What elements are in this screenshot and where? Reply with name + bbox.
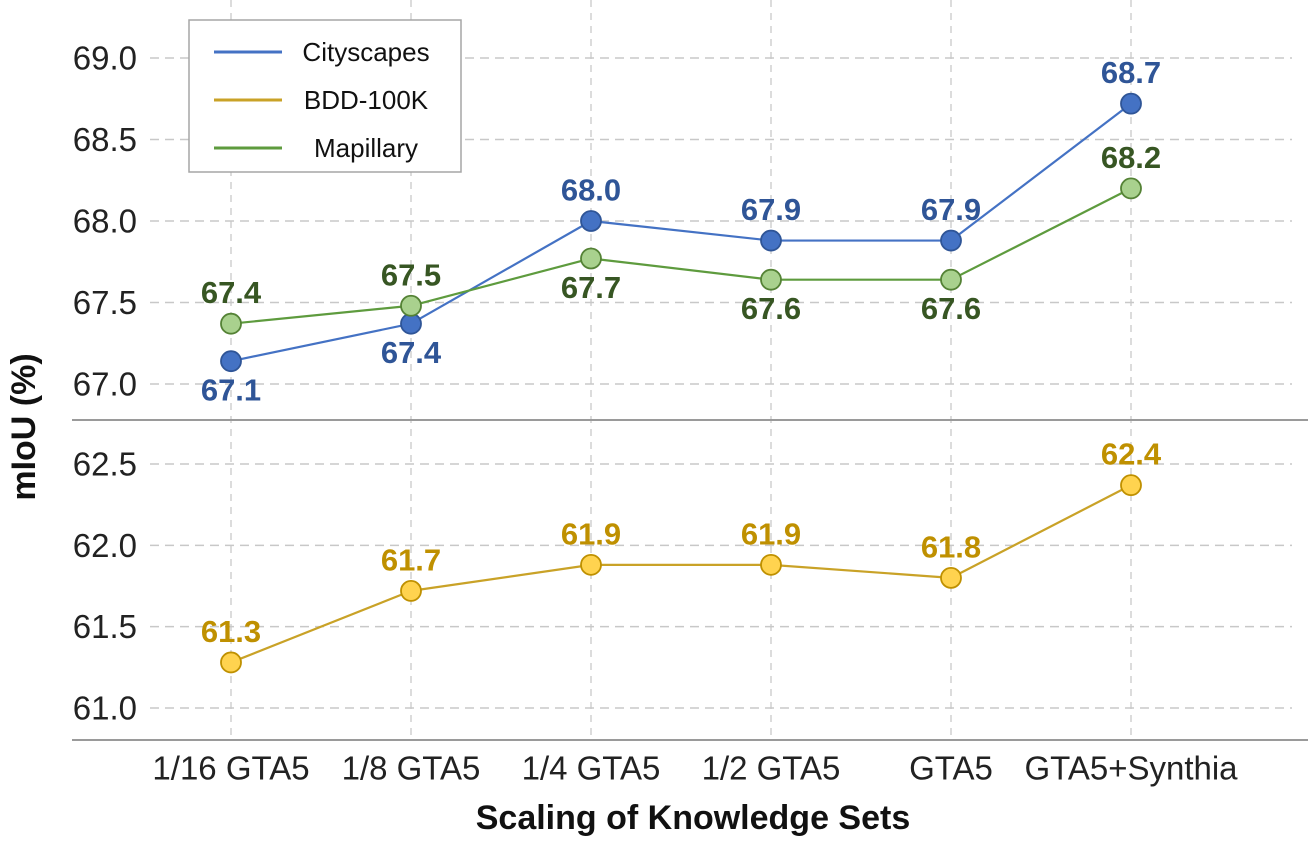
- data-label-cityscapes: 68.0: [561, 173, 621, 208]
- data-point-bdd-100k: [1120, 474, 1142, 497]
- x-tick-label: GTA5+Synthia: [1024, 750, 1238, 787]
- data-label-bdd-100k: 61.8: [921, 529, 981, 564]
- data-point-bdd-100k: [400, 579, 422, 602]
- data-label-bdd-100k: 62.4: [1101, 437, 1162, 472]
- data-label-mapillary: 67.6: [741, 291, 801, 326]
- legend-label-mapillary: Mapillary: [314, 133, 418, 163]
- series-line-mapillary: [230, 187, 1132, 325]
- data-label-cityscapes: 67.4: [381, 335, 442, 370]
- legend: Cityscapes BDD-100K Mapillary: [188, 19, 462, 173]
- data-label-mapillary: 67.5: [381, 257, 441, 292]
- y-tick-label: 69.0: [73, 40, 137, 77]
- data-point-cityscapes: [400, 312, 422, 335]
- gridlines: [150, 0, 1292, 740]
- data-point-bdd-100k: [760, 553, 782, 576]
- data-point-bdd-100k: [580, 553, 602, 576]
- data-point-bdd-100k: [220, 651, 242, 674]
- y-tick-label: 61.0: [73, 690, 137, 727]
- data-label-bdd-100k: 61.9: [741, 516, 801, 551]
- axes: [72, 419, 1308, 741]
- y-tick-label: 67.0: [73, 366, 137, 403]
- x-tick-label: 1/8 GTA5: [342, 750, 481, 787]
- data-label-mapillary: 67.7: [561, 270, 621, 305]
- data-point-cityscapes: [940, 229, 962, 252]
- data-label-bdd-100k: 61.3: [201, 614, 261, 649]
- data-point-cityscapes: [580, 210, 602, 232]
- data-label-mapillary: 67.4: [201, 275, 262, 310]
- data-point-mapillary: [580, 247, 602, 270]
- data-point-cityscapes: [1120, 92, 1142, 115]
- data-label-bdd-100k: 61.9: [561, 516, 621, 551]
- y-tick-label: 62.5: [73, 446, 137, 483]
- data-point-bdd-100k: [940, 566, 962, 589]
- series-line-bdd-100k: [230, 484, 1132, 664]
- data-label-cityscapes: 68.7: [1101, 55, 1161, 90]
- tick-labels: 1/16 GTA5 1/8 GTA5 1/4 GTA5 1/2 GTA5 GTA5 GTA…: [73, 40, 1238, 787]
- x-tick-label: 1/2 GTA5: [702, 750, 841, 787]
- data-point-mapillary: [400, 294, 422, 317]
- data-point-mapillary: [220, 312, 242, 335]
- y-axis-title: mIoU (%): [5, 353, 43, 500]
- data-point-mapillary: [940, 268, 962, 291]
- y-tick-label: 68.0: [73, 203, 137, 240]
- y-tick-label: 61.5: [73, 608, 137, 645]
- data-label-cityscapes: 67.9: [921, 192, 981, 227]
- data-point-mapillary: [760, 268, 782, 291]
- legend-label-bdd-100k: BDD-100K: [304, 85, 429, 115]
- data-labels: 67.1 67.4 68.0 67.9 67.9 68.7 61.3 61.7 61.9 61.9…: [201, 55, 1162, 649]
- data-label-mapillary: 68.2: [1101, 140, 1161, 175]
- data-label-cityscapes: 67.9: [741, 192, 801, 227]
- data-point-cityscapes: [760, 229, 782, 252]
- y-tick-label: 68.5: [73, 121, 137, 158]
- data-points: [220, 92, 1142, 674]
- data-point-cityscapes: [220, 350, 242, 373]
- legend-label-cityscapes: Cityscapes: [302, 37, 429, 67]
- series-line-cityscapes: [230, 102, 1132, 363]
- x-tick-label: GTA5: [909, 750, 993, 787]
- y-tick-label: 67.5: [73, 284, 137, 321]
- x-tick-label: 1/4 GTA5: [522, 750, 661, 787]
- data-label-mapillary: 67.6: [921, 291, 981, 326]
- data-label-bdd-100k: 61.7: [381, 542, 441, 577]
- x-tick-label: 1/16 GTA5: [152, 750, 309, 787]
- data-label-cityscapes: 67.1: [201, 373, 261, 408]
- y-tick-label: 62.0: [73, 527, 137, 564]
- x-axis-title: Scaling of Knowledge Sets: [476, 799, 911, 837]
- series-lines: [230, 102, 1132, 664]
- data-point-mapillary: [1120, 177, 1142, 200]
